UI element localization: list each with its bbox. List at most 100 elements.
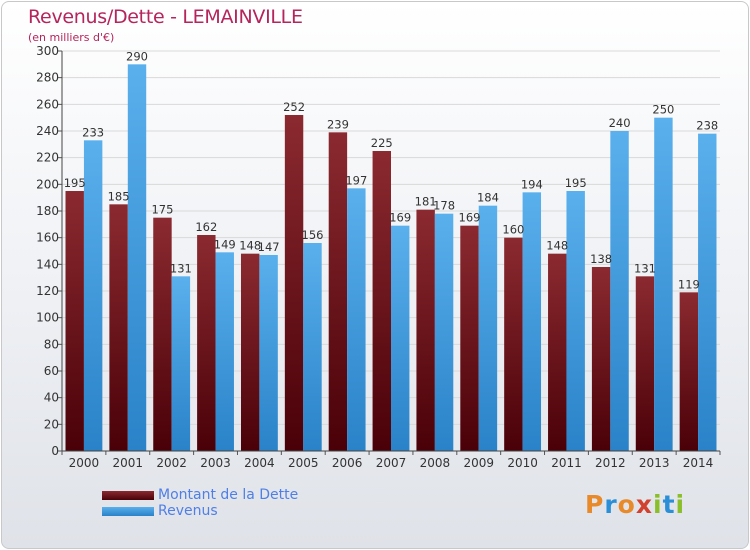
data-label-debt: 239	[327, 117, 349, 131]
x-tick-label: 2012	[595, 456, 626, 470]
x-tick-label: 2008	[420, 456, 451, 470]
axes	[61, 51, 720, 452]
bar-debt	[197, 235, 216, 451]
bar-revenue	[391, 225, 410, 451]
bar-debt	[504, 237, 523, 451]
bar-debt	[328, 132, 348, 452]
bar-debt	[153, 217, 172, 451]
data-label-revenue: 290	[126, 49, 148, 63]
x-tick-label: 2006	[332, 456, 363, 470]
bar-debt	[284, 115, 304, 451]
data-label-debt: 148	[546, 239, 568, 253]
legend-swatch-revenue	[102, 507, 154, 516]
chart-title: Revenus/Dette - LEMAINVILLE	[28, 6, 303, 28]
bar-debt	[679, 292, 699, 451]
x-axis-ticks: 2000 2001 2002 2003 2004 2005 2006 2007 2008 2009…	[61, 451, 721, 470]
y-tick-label: 180	[36, 204, 59, 218]
brand-logo: Proxiti	[585, 490, 685, 519]
data-label-revenue: 131	[170, 261, 192, 275]
x-tick-label: 2007	[376, 456, 407, 470]
bar-revenue	[566, 191, 585, 451]
data-label-debt: 162	[195, 220, 217, 234]
data-label-debt: 160	[502, 223, 524, 237]
bar-revenue	[347, 188, 366, 452]
data-label-debt: 119	[678, 277, 700, 291]
brand-letter: i	[653, 490, 663, 519]
data-label-revenue: 250	[652, 103, 674, 117]
bar-revenue	[478, 205, 498, 451]
bar-revenue	[127, 64, 147, 452]
bar-revenue	[434, 213, 454, 451]
bar-revenue	[303, 243, 322, 451]
brand-letter: i	[675, 490, 686, 519]
bar-debt	[548, 253, 567, 451]
y-tick-label: 260	[36, 97, 59, 111]
bar-debt	[109, 204, 128, 451]
y-tick-label: 80	[44, 337, 59, 351]
data-label-revenue: 233	[82, 125, 104, 139]
data-label-revenue: 194	[521, 177, 543, 191]
data-label-revenue: 238	[696, 119, 718, 133]
data-label-debt: 138	[590, 252, 612, 266]
data-label-debt: 181	[415, 195, 437, 209]
bar-revenue	[698, 133, 717, 451]
bar-debt	[240, 253, 260, 451]
data-label-debt: 148	[239, 239, 261, 253]
brand-letter: x	[635, 490, 653, 519]
bar-debt	[372, 151, 391, 451]
brand-letter: P	[585, 490, 605, 519]
data-label-revenue: 195	[565, 176, 587, 190]
x-tick-label: 2014	[683, 456, 714, 470]
x-tick-label: 2013	[639, 456, 670, 470]
x-tick-label: 2001	[113, 456, 144, 470]
y-tick-label: 0	[51, 444, 59, 458]
y-tick-label: 240	[36, 124, 59, 138]
y-tick-label: 200	[36, 177, 59, 191]
bar-revenue	[83, 140, 103, 452]
data-label-revenue: 197	[345, 173, 367, 187]
bar-revenue	[171, 276, 191, 451]
bar-revenue	[522, 192, 542, 452]
x-tick-label: 2005	[288, 456, 319, 470]
data-label-debt: 225	[371, 136, 393, 150]
brand-letter: r	[604, 490, 618, 519]
bar-debt	[416, 209, 435, 451]
x-tick-label: 2000	[69, 456, 100, 470]
brand-letter: t	[662, 490, 676, 519]
data-label-debt: 169	[459, 211, 481, 225]
x-tick-label: 2004	[244, 456, 275, 470]
data-label-debt: 252	[283, 100, 305, 114]
y-tick-label: 140	[36, 257, 59, 271]
y-axis-ticks: 0 20 40 60 80 100 120 140 160 180 200 220 240 260 280 3…	[36, 44, 62, 458]
data-label-debt: 175	[151, 203, 173, 217]
legend-label-revenue: Revenus	[158, 503, 218, 519]
y-tick-label: 120	[36, 284, 59, 298]
y-tick-label: 280	[36, 71, 59, 85]
bar-debt	[460, 225, 479, 451]
bar-debt	[591, 267, 611, 451]
y-tick-label: 40	[44, 391, 59, 405]
data-label-debt: 131	[634, 261, 656, 275]
data-label-revenue: 147	[258, 240, 280, 254]
data-label-debt: 185	[108, 189, 130, 203]
legend-label-debt: Montant de la Dette	[158, 487, 299, 503]
y-tick-label: 160	[36, 231, 59, 245]
data-label-revenue: 178	[433, 199, 455, 213]
bar-revenue	[610, 131, 629, 451]
x-tick-label: 2011	[551, 456, 582, 470]
brand-letter: o	[617, 490, 636, 519]
data-label-revenue: 169	[389, 211, 411, 225]
data-label-debt: 195	[64, 176, 86, 190]
bar-debt	[65, 191, 84, 451]
x-tick-label: 2009	[463, 456, 494, 470]
x-tick-label: 2003	[200, 456, 231, 470]
data-label-revenue: 156	[302, 228, 324, 242]
legend-swatch-debt	[102, 491, 154, 500]
bar-revenue	[654, 117, 673, 452]
bar-debt	[635, 276, 655, 451]
chart-subtitle: (en milliers d'€)	[28, 31, 115, 44]
y-tick-label: 20	[44, 417, 59, 431]
